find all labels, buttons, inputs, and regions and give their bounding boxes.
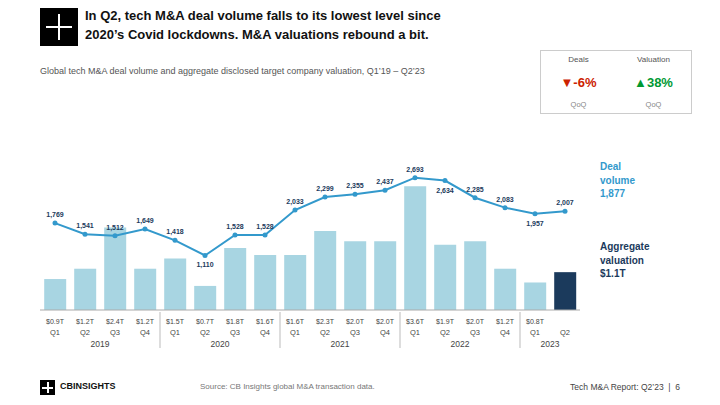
svg-text:2,007: 2,007 — [556, 199, 574, 207]
html-text:▼-6%: ▼-6% — [560, 74, 597, 90]
svg-text:Q2: Q2 — [440, 328, 450, 337]
svg-text:Q2: Q2 — [200, 328, 210, 337]
svg-text:1,649: 1,649 — [136, 217, 154, 225]
svg-text:Q1: Q1 — [530, 328, 540, 337]
svg-text:2022: 2022 — [451, 339, 470, 348]
svg-text:$1.2T: $1.2T — [76, 318, 95, 325]
svg-text:Q2: Q2 — [560, 328, 570, 337]
svg-text:$0.9T: $0.9T — [46, 318, 65, 325]
html-text:Valuation: Valuation — [637, 55, 670, 64]
html-text:QoQ: QoQ — [570, 100, 587, 109]
svg-text:1,110: 1,110 — [196, 261, 213, 269]
svg-text:$1.6T: $1.6T — [256, 318, 275, 325]
svg-text:$2.4T: $2.4T — [106, 318, 125, 325]
html-text:Global tech M&A deal volume an: Global tech M&A deal volume and aggregat… — [40, 66, 425, 76]
html-text:Deals: Deals — [568, 55, 589, 64]
svg-text:$1.9T: $1.9T — [436, 318, 455, 325]
svg-text:Q1: Q1 — [50, 328, 60, 337]
svg-text:1,541: 1,541 — [76, 222, 94, 230]
svg-text:$1.5T: $1.5T — [166, 318, 185, 325]
svg-text:$1.8T: $1.8T — [226, 318, 245, 325]
svg-text:$0.8T: $0.8T — [526, 318, 545, 325]
svg-text:1,769: 1,769 — [46, 211, 64, 219]
svg-text:Q4: Q4 — [140, 328, 150, 337]
svg-text:1,957: 1,957 — [526, 220, 544, 228]
svg-text:Q1: Q1 — [290, 328, 300, 337]
html-text:Source: CB Insights global M&A: Source: CB Insights global M&A transacti… — [200, 382, 375, 391]
svg-text:1,528: 1,528 — [256, 223, 274, 231]
svg-text:2023: 2023 — [541, 339, 560, 348]
svg-text:2019: 2019 — [91, 339, 110, 348]
svg-text:2,355: 2,355 — [346, 182, 364, 190]
svg-text:2,299: 2,299 — [316, 185, 334, 193]
svg-text:Q2: Q2 — [80, 328, 90, 337]
svg-text:$2.3T: $2.3T — [316, 318, 335, 325]
html-text:Tech M&A Report: Q2’23 | 6: Tech M&A Report: Q2’23 | 6 — [570, 382, 680, 392]
svg-text:$1.2T: $1.2T — [496, 318, 515, 325]
html-text:Deal volume 1,877: Deal volume 1,877 — [600, 161, 635, 199]
svg-text:2,285: 2,285 — [466, 186, 484, 194]
svg-text:Q2: Q2 — [320, 328, 330, 337]
html-text:Aggregate valuation $1.1T: Aggregate valuation $1.1T — [600, 241, 650, 279]
html-text:▲38%: ▲38% — [634, 74, 673, 90]
svg-text:1,528: 1,528 — [226, 223, 244, 231]
html-text:In Q2, tech M&A deal volume fa: In Q2, tech M&A deal volume falls to its… — [85, 8, 441, 23]
html-text:QoQ: QoQ — [645, 100, 662, 109]
svg-text:$3.6T: $3.6T — [406, 318, 425, 325]
svg-text:$2.0T: $2.0T — [376, 318, 395, 325]
svg-text:$2.0T: $2.0T — [466, 318, 485, 325]
svg-text:Q1: Q1 — [410, 328, 420, 337]
svg-text:$1.6T: $1.6T — [286, 318, 305, 325]
svg-text:Q3: Q3 — [230, 328, 240, 337]
svg-text:Q4: Q4 — [380, 328, 390, 337]
svg-text:2,634: 2,634 — [436, 187, 454, 195]
svg-text:$2.0T: $2.0T — [346, 318, 365, 325]
svg-text:Q1: Q1 — [170, 328, 180, 337]
html-text:2020’s Covid lockdowns. M&A va: 2020’s Covid lockdowns. M&A valuations r… — [85, 27, 429, 42]
svg-text:2021: 2021 — [331, 339, 350, 348]
html-text:CBINSIGHTS: CBINSIGHTS — [60, 381, 116, 391]
svg-text:2,083: 2,083 — [496, 196, 514, 204]
svg-text:Q3: Q3 — [350, 328, 360, 337]
svg-text:2,693: 2,693 — [406, 166, 424, 174]
svg-text:Q4: Q4 — [260, 328, 270, 337]
svg-text:Q3: Q3 — [110, 328, 120, 337]
svg-text:$0.7T: $0.7T — [196, 318, 215, 325]
svg-text:1,418: 1,418 — [166, 228, 184, 236]
svg-text:$1.2T: $1.2T — [136, 318, 155, 325]
svg-text:2020: 2020 — [211, 339, 230, 348]
svg-text:2,437: 2,437 — [376, 178, 394, 186]
svg-text:Q3: Q3 — [470, 328, 480, 337]
svg-text:Q4: Q4 — [500, 328, 510, 337]
svg-text:2,033: 2,033 — [286, 198, 304, 206]
svg-text:1,512: 1,512 — [106, 224, 124, 232]
